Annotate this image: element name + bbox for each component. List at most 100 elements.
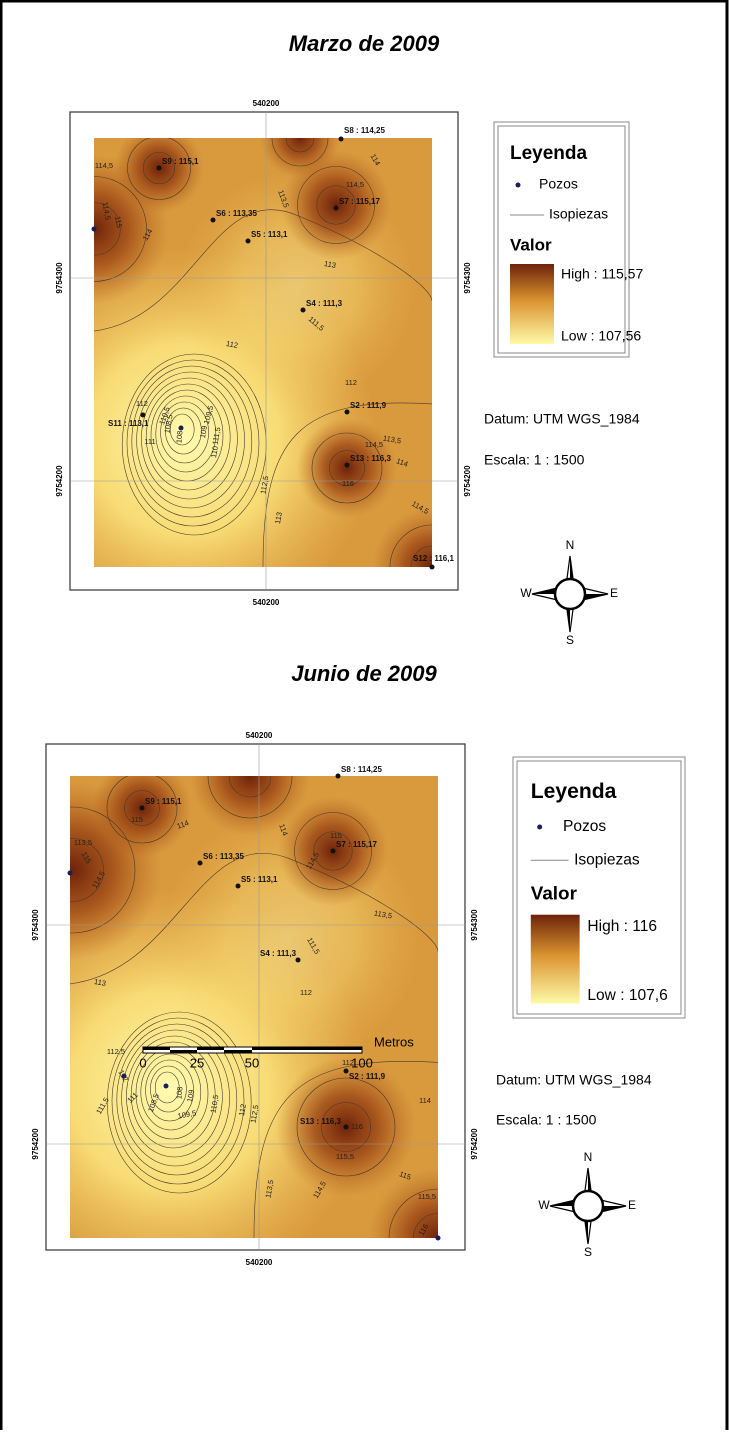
isoline [130,1041,216,1149]
contour-label: 109 [185,1089,196,1103]
well-point [343,1124,349,1130]
coord-label: 9754300 [470,909,479,941]
map-title: Marzo de 2009 [289,31,440,56]
legend-box-inner [516,760,682,1015]
scale-bar-segment [143,1047,170,1050]
scale-bar-tick: 25 [190,1055,204,1070]
well-point [67,870,73,876]
contour-label: 116 [342,479,354,488]
compass-label: E [628,1198,636,1212]
well-point [344,462,350,468]
contour-label: 114,5 [95,161,113,170]
isoline [316,185,356,225]
isoline [94,176,147,282]
legend-low: Low : 107,56 [561,328,641,344]
isoline [297,166,375,244]
isoline [126,1035,223,1158]
contour-label: 115 [131,815,143,824]
well-point [338,136,344,142]
well-label: S7 : 115,17 [339,197,380,206]
isoline [116,1023,238,1176]
isoline [313,831,353,871]
compass-label: W [520,586,532,600]
coord-label: 540200 [253,598,280,607]
contour-label: 113,5 [263,1179,275,1199]
compass: N S E W [538,1150,636,1259]
isoline [126,359,260,527]
legend-isolines: Isopiezas [549,206,608,222]
compass-label: S [584,1245,592,1259]
well-point [235,883,241,889]
legend-box-inner [497,125,626,354]
legend-wells: Pozos [539,176,578,192]
contour-label: 115 [398,1169,412,1182]
isoline [141,377,238,500]
scale-bar-tick: 100 [351,1055,373,1070]
compass-label: W [538,1198,550,1212]
contour-label: 113 [93,977,106,988]
coord-label: 9754200 [470,1128,479,1160]
isoline [127,138,191,200]
raster-high [92,776,192,858]
well-label: S6 : 113,35 [203,852,244,861]
well-label: S6 : 113,35 [216,209,257,218]
isoline [154,1071,180,1104]
well-point [197,860,203,866]
legend-value-title: Valor [510,235,552,254]
well-point [344,409,350,415]
isoline [111,1017,245,1185]
legend-title: Leyenda [510,143,588,164]
coord-label: 9754200 [55,465,64,497]
coord-label: 9754300 [31,909,40,941]
well-point [140,412,146,418]
raster [70,776,438,1238]
contour-label: 112,5 [107,1047,125,1056]
well-point [435,1235,441,1241]
scale-bar-segment [170,1050,197,1053]
isoline [160,401,209,464]
compass-label: S [566,633,574,647]
well-label: S5 : 113,1 [241,875,278,884]
isoline [285,138,315,153]
isoline [321,1102,371,1152]
contour-label: 113,5 [74,838,92,847]
coord-label: 9754300 [55,262,64,294]
scale-bar-tick: 0 [139,1055,146,1070]
well-label: S5 : 113,1 [251,230,288,239]
isoline [94,202,121,256]
contour-label: 109 [198,425,209,439]
well-point [245,238,251,244]
contour-label: 112,5 [248,1104,260,1124]
well-point [429,564,435,570]
contour-label: 115,5 [336,1152,354,1161]
isoline [207,776,293,819]
legend-low: Low : 107,6 [587,987,667,1004]
legend-well-symbol [537,824,543,830]
raster-high [281,150,391,260]
isoline [296,1077,396,1177]
isoline [136,371,245,509]
isoline [228,776,272,798]
isoline [311,432,383,504]
well-point [300,307,306,313]
coord-label: 540200 [246,1258,273,1267]
coord-label: 540200 [246,731,273,740]
contour-label: 114,5 [346,180,364,189]
raster-high [260,138,340,178]
contour-label: 110 [209,445,220,458]
raster-high [190,776,310,836]
contour-label: 112,5 [258,475,270,495]
legend-well-symbol [515,182,521,188]
well-label: S9 : 115,1 [162,157,199,166]
datum: Datum: UTM WGS_1984 [484,411,640,427]
contour-label: 113,5 [373,908,393,920]
isoline [70,852,438,985]
scale-bar-segment [252,1047,362,1050]
contour-label: 116 [351,1122,363,1131]
well-point [343,1068,349,1074]
isoline [94,209,432,332]
well-label: S8 : 114,25 [344,126,385,135]
contour-label: 115 [113,215,124,228]
